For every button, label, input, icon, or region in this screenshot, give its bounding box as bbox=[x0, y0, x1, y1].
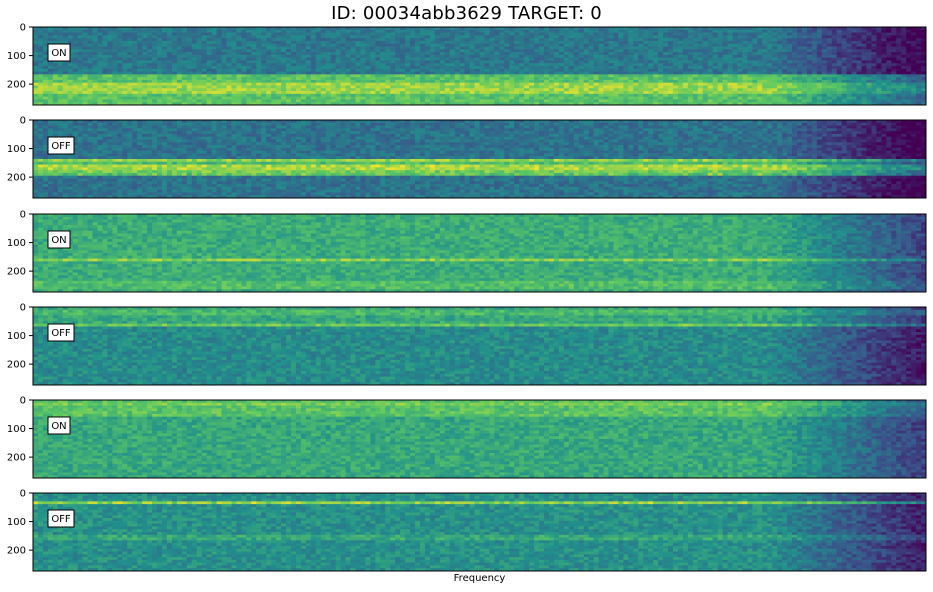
y-tick-label: 100 bbox=[7, 331, 26, 342]
spectrogram-panel bbox=[33, 493, 927, 572]
y-tick-label: 0 bbox=[20, 116, 26, 127]
spectrogram-panel bbox=[33, 120, 927, 199]
y-tick-label: 0 bbox=[20, 303, 26, 314]
y-tick-label: 200 bbox=[7, 360, 26, 371]
y-tick-label: 200 bbox=[7, 173, 26, 184]
panel-label-box bbox=[47, 416, 71, 435]
panel-label-box bbox=[47, 136, 75, 155]
panel-label: ON bbox=[51, 235, 66, 246]
y-tick-label: 100 bbox=[7, 517, 26, 528]
y-tick-label: 200 bbox=[7, 267, 26, 278]
panel-label: OFF bbox=[51, 141, 71, 152]
y-tick-label: 0 bbox=[20, 396, 26, 407]
panel-label: ON bbox=[51, 48, 66, 59]
spectrogram-panel bbox=[33, 307, 927, 386]
spectrogram-panel bbox=[33, 214, 927, 293]
x-axis-label: Frequency bbox=[33, 573, 926, 584]
panel-frame bbox=[32, 119, 927, 199]
y-tick-label: 200 bbox=[7, 546, 26, 557]
panel-label-box bbox=[47, 509, 75, 528]
chart-title: ID: 00034abb3629 TARGET: 0 bbox=[0, 3, 933, 24]
spectrogram-panel bbox=[33, 27, 927, 106]
y-tick-label: 0 bbox=[20, 489, 26, 500]
panel-frame bbox=[32, 399, 927, 479]
panel-frame bbox=[32, 492, 927, 572]
y-tick-label: 100 bbox=[7, 51, 26, 62]
panel-label: OFF bbox=[51, 328, 71, 339]
y-tick-label: 200 bbox=[7, 453, 26, 464]
panel-label-box bbox=[47, 323, 75, 342]
panel-label-box bbox=[47, 43, 71, 62]
panel-frame bbox=[32, 213, 927, 293]
y-tick-label: 0 bbox=[20, 210, 26, 221]
spectrogram-panel bbox=[33, 400, 927, 479]
panel-label: ON bbox=[51, 421, 66, 432]
y-tick-label: 100 bbox=[7, 144, 26, 155]
panel-frame bbox=[32, 26, 927, 106]
y-tick-label: 100 bbox=[7, 238, 26, 249]
panel-label: OFF bbox=[51, 514, 71, 525]
y-tick-label: 200 bbox=[7, 80, 26, 91]
y-tick-label: 100 bbox=[7, 424, 26, 435]
y-tick-label: 0 bbox=[20, 23, 26, 34]
panel-label-box bbox=[47, 230, 71, 249]
panel-frame bbox=[32, 306, 927, 386]
